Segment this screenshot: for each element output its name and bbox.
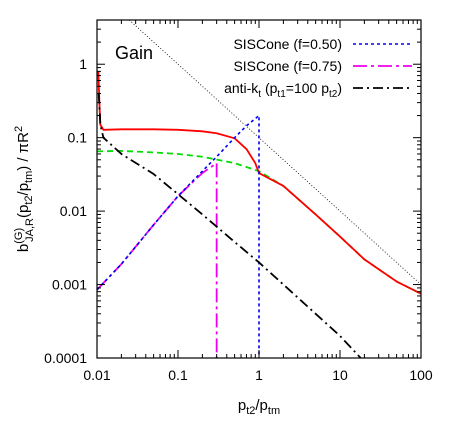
- x-tick-label: 0.01: [83, 367, 110, 383]
- x-tick-label: 100: [409, 367, 433, 383]
- x-tick-label: 10: [332, 367, 348, 383]
- y-axis-label: b(G)JA,R(pt2/ptm) / πR2: [13, 126, 36, 252]
- x-tick-label: 1: [255, 367, 263, 383]
- y-tick-label: 1: [79, 56, 87, 72]
- x-axis-label: pt2/ptm: [238, 397, 280, 417]
- y-tick-label: 0.0001: [44, 350, 87, 366]
- legend-label: SISCone (f=0.75): [233, 58, 342, 74]
- series-layer: [97, 20, 421, 358]
- series-line-2: [97, 93, 362, 358]
- x-tick-label: 0.1: [168, 367, 188, 383]
- legend-label: anti-kt (pt1=100 pt2): [224, 80, 342, 100]
- y-tick-label: 0.01: [60, 203, 87, 219]
- legend: SISCone (f=0.50) SISCone (f=0.75) anti-kt …: [224, 36, 412, 100]
- chart-title: Gain: [115, 43, 153, 63]
- legend-label: SISCone (f=0.50): [233, 36, 342, 52]
- series-line-1: [97, 162, 218, 358]
- ticks-layer: 0.01 0.1 1 10 100 0.0001 0.001 0.01 0.1 1: [44, 19, 433, 383]
- series-line-0: [97, 114, 260, 358]
- plot-area: [97, 20, 421, 358]
- y-tick-label: 0.1: [68, 130, 88, 146]
- y-tick-label: 0.001: [52, 277, 87, 293]
